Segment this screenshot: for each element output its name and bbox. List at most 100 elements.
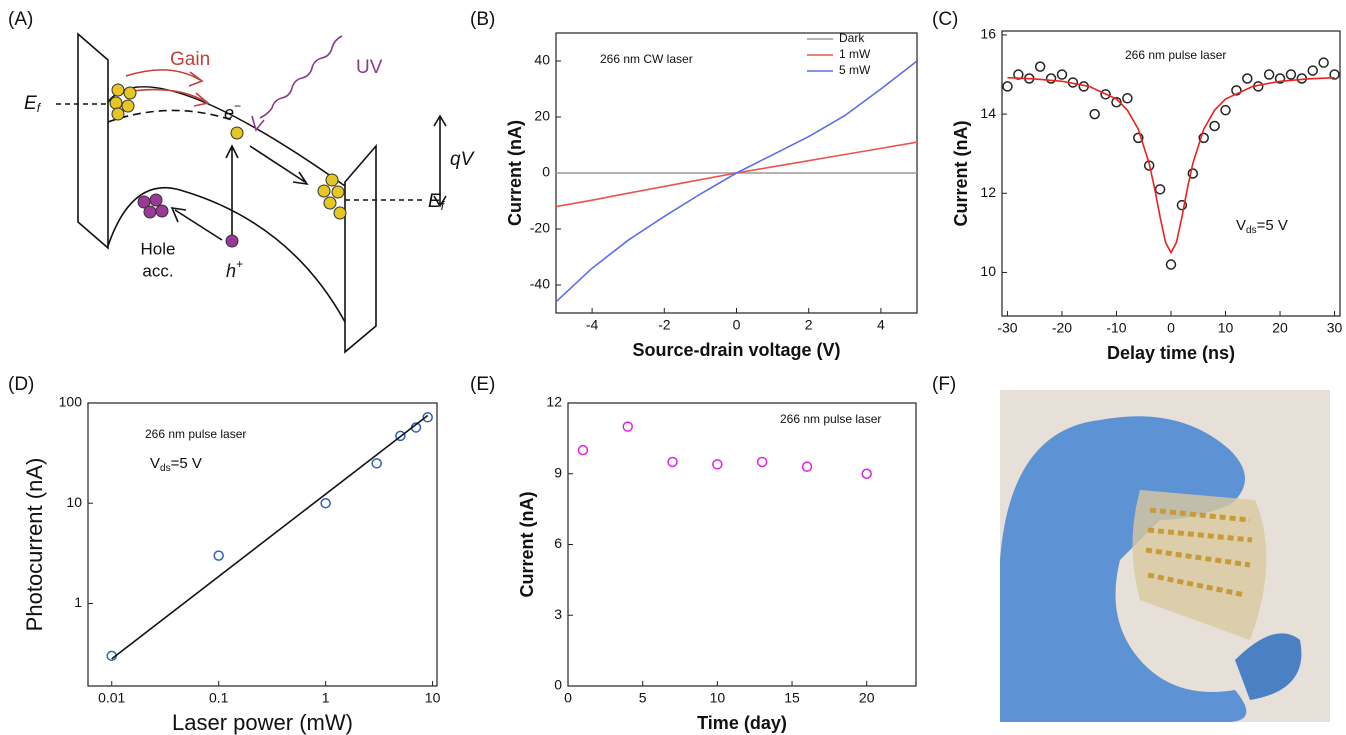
data-point xyxy=(1013,69,1024,80)
chart: -30 -20 -10 0 10 20 30 10 12 14 16 Delay time (ns) C… xyxy=(951,26,1343,363)
electron xyxy=(123,86,137,100)
flexible-chip xyxy=(1132,490,1267,640)
x-axis-label: Delay time (ns) xyxy=(1107,343,1235,363)
x-tick-label: 20 xyxy=(1272,320,1288,336)
h-superscript: + xyxy=(236,257,243,271)
series-line xyxy=(111,414,429,660)
panel-label: (E) xyxy=(470,374,495,395)
annotation: 266 nm CW laser xyxy=(600,52,693,66)
legend-label: 5 mW xyxy=(839,63,871,77)
carriers xyxy=(109,83,347,248)
x-tick-label: -30 xyxy=(997,320,1017,336)
panel-label: (A) xyxy=(8,9,33,30)
y-tick-label: 0 xyxy=(554,677,562,693)
data-point xyxy=(1165,259,1177,270)
x-tick-label: 10 xyxy=(710,690,726,706)
x-tick-label: -4 xyxy=(586,317,599,333)
hole xyxy=(225,234,239,248)
x-tick-label: -2 xyxy=(658,317,671,333)
x-tick-label: 30 xyxy=(1327,320,1343,336)
x-tick-label: 0.1 xyxy=(209,690,229,706)
data-point xyxy=(1111,97,1122,108)
y-tick-label: 20 xyxy=(534,108,550,124)
x-tick-label: 0 xyxy=(1167,320,1175,336)
panel-label: (B) xyxy=(470,9,495,30)
y-tick-label: 16 xyxy=(980,26,996,42)
data-point xyxy=(1089,108,1100,120)
hole-label: h+ xyxy=(226,257,243,281)
ef-symbol: E xyxy=(428,191,441,212)
ef-left-label: Ef xyxy=(24,93,42,115)
electron xyxy=(317,184,331,198)
right-contact xyxy=(344,143,377,354)
x-tick-label: 1 xyxy=(322,690,330,706)
chart: 0.01 0.1 1 10 1 10 100 Laser power (mW) Photocur… xyxy=(22,394,441,735)
y-tick-label: 6 xyxy=(554,535,562,551)
h-symbol: h xyxy=(226,261,236,281)
data-point xyxy=(1122,93,1133,104)
y-tick-label: -40 xyxy=(530,276,550,292)
data-point xyxy=(1198,132,1209,144)
data-point xyxy=(1034,61,1046,72)
data-point xyxy=(1002,81,1013,92)
x-axis-label: Laser power (mW) xyxy=(172,710,353,735)
data-point xyxy=(213,550,224,561)
device-photo xyxy=(1000,390,1330,722)
e-symbol: e xyxy=(224,103,234,123)
data-point xyxy=(1242,73,1253,84)
y-tick-label: 3 xyxy=(554,606,562,622)
vds-value: =5 V xyxy=(171,455,202,472)
ef-symbol: E xyxy=(24,93,37,114)
data-point xyxy=(1133,132,1144,144)
gain-label: Gain xyxy=(170,49,210,70)
y-axis-label: Current (nA) xyxy=(951,121,971,227)
data-point xyxy=(1220,104,1231,116)
legend-label: 1 mW xyxy=(839,47,871,61)
data-point xyxy=(395,430,406,442)
x-tick-label: -10 xyxy=(1106,320,1126,336)
x-tick-label: 5 xyxy=(639,690,647,706)
hole-acc-label: acc. xyxy=(142,261,173,280)
ef-subscript: f xyxy=(441,199,446,213)
chart: 0 5 10 15 20 0 3 6 9 12 Time (day) Current (nA) 266 … xyxy=(517,394,917,733)
hole xyxy=(149,193,163,207)
qv-arrow xyxy=(433,114,447,208)
hole xyxy=(155,204,169,218)
x-axis-label: Time (day) xyxy=(697,713,787,733)
y-tick-label: 1 xyxy=(74,594,82,610)
electron xyxy=(333,206,347,220)
data-point xyxy=(622,421,633,432)
series-line xyxy=(556,60,917,303)
vds-symbol: V xyxy=(1236,217,1246,234)
conduction-band xyxy=(107,86,346,187)
x-tick-label: 20 xyxy=(859,690,875,706)
plot-frame xyxy=(87,402,438,687)
data-point xyxy=(1176,199,1188,211)
x-tick-label: 15 xyxy=(784,690,800,706)
plot-frame xyxy=(567,402,917,687)
hole-arrow xyxy=(170,207,223,241)
y-tick-label: 12 xyxy=(980,184,996,200)
data-point xyxy=(1285,69,1297,80)
electrodes xyxy=(1145,507,1253,598)
ef-subscript: f xyxy=(37,101,42,115)
y-tick-label: 0 xyxy=(542,164,550,180)
x-tick-label: 4 xyxy=(877,317,885,333)
data-point xyxy=(801,461,813,472)
x-tick-label: 10 xyxy=(1218,320,1234,336)
valence-band xyxy=(107,186,346,323)
e-superscript: − xyxy=(234,99,241,113)
x-tick-label: 2 xyxy=(805,317,813,333)
glove xyxy=(1000,416,1247,722)
data-point xyxy=(861,468,872,479)
data-point xyxy=(667,456,678,468)
uv-label: UV xyxy=(356,57,383,78)
band-diagram xyxy=(56,32,447,354)
panel-label: (D) xyxy=(8,374,34,395)
data-point xyxy=(1187,168,1199,179)
uv-photon xyxy=(251,35,343,132)
annotation: 266 nm pulse laser xyxy=(145,427,246,441)
electron xyxy=(109,96,123,110)
